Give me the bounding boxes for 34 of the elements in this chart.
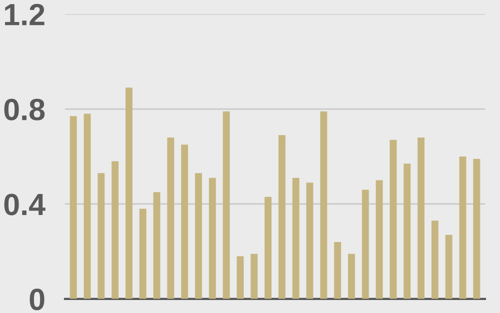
- y-tick-label: 1.2: [5, 4, 44, 26]
- bar: [459, 156, 466, 299]
- bar: [153, 192, 160, 299]
- bar: [208, 178, 216, 299]
- bar: [222, 111, 230, 299]
- bar: [250, 254, 258, 299]
- bar: [404, 164, 411, 299]
- bar: [431, 220, 438, 299]
- bar: [445, 234, 452, 299]
- bar: [195, 173, 202, 299]
- bar: [181, 144, 188, 299]
- bar: [376, 180, 383, 299]
- bar: [418, 138, 425, 299]
- bar: [236, 256, 244, 299]
- y-tick-label: 0.8: [4, 98, 45, 120]
- bar: [390, 140, 397, 299]
- y-tick-label: 0.4: [4, 194, 46, 216]
- bar: [334, 242, 342, 299]
- bar: [362, 190, 369, 299]
- bar: [125, 88, 132, 299]
- bar: [98, 173, 105, 299]
- bar: [292, 178, 300, 299]
- bar: [348, 254, 355, 299]
- bar: [264, 196, 272, 299]
- bar: [320, 111, 328, 299]
- bar: [70, 116, 77, 299]
- bar: [167, 138, 174, 299]
- bar: [306, 182, 314, 299]
- y-tick-label: 0: [30, 288, 44, 310]
- bar: [112, 161, 119, 299]
- bar: [278, 135, 286, 299]
- bar: [139, 208, 146, 299]
- bar: [84, 114, 91, 299]
- bar: [473, 158, 480, 299]
